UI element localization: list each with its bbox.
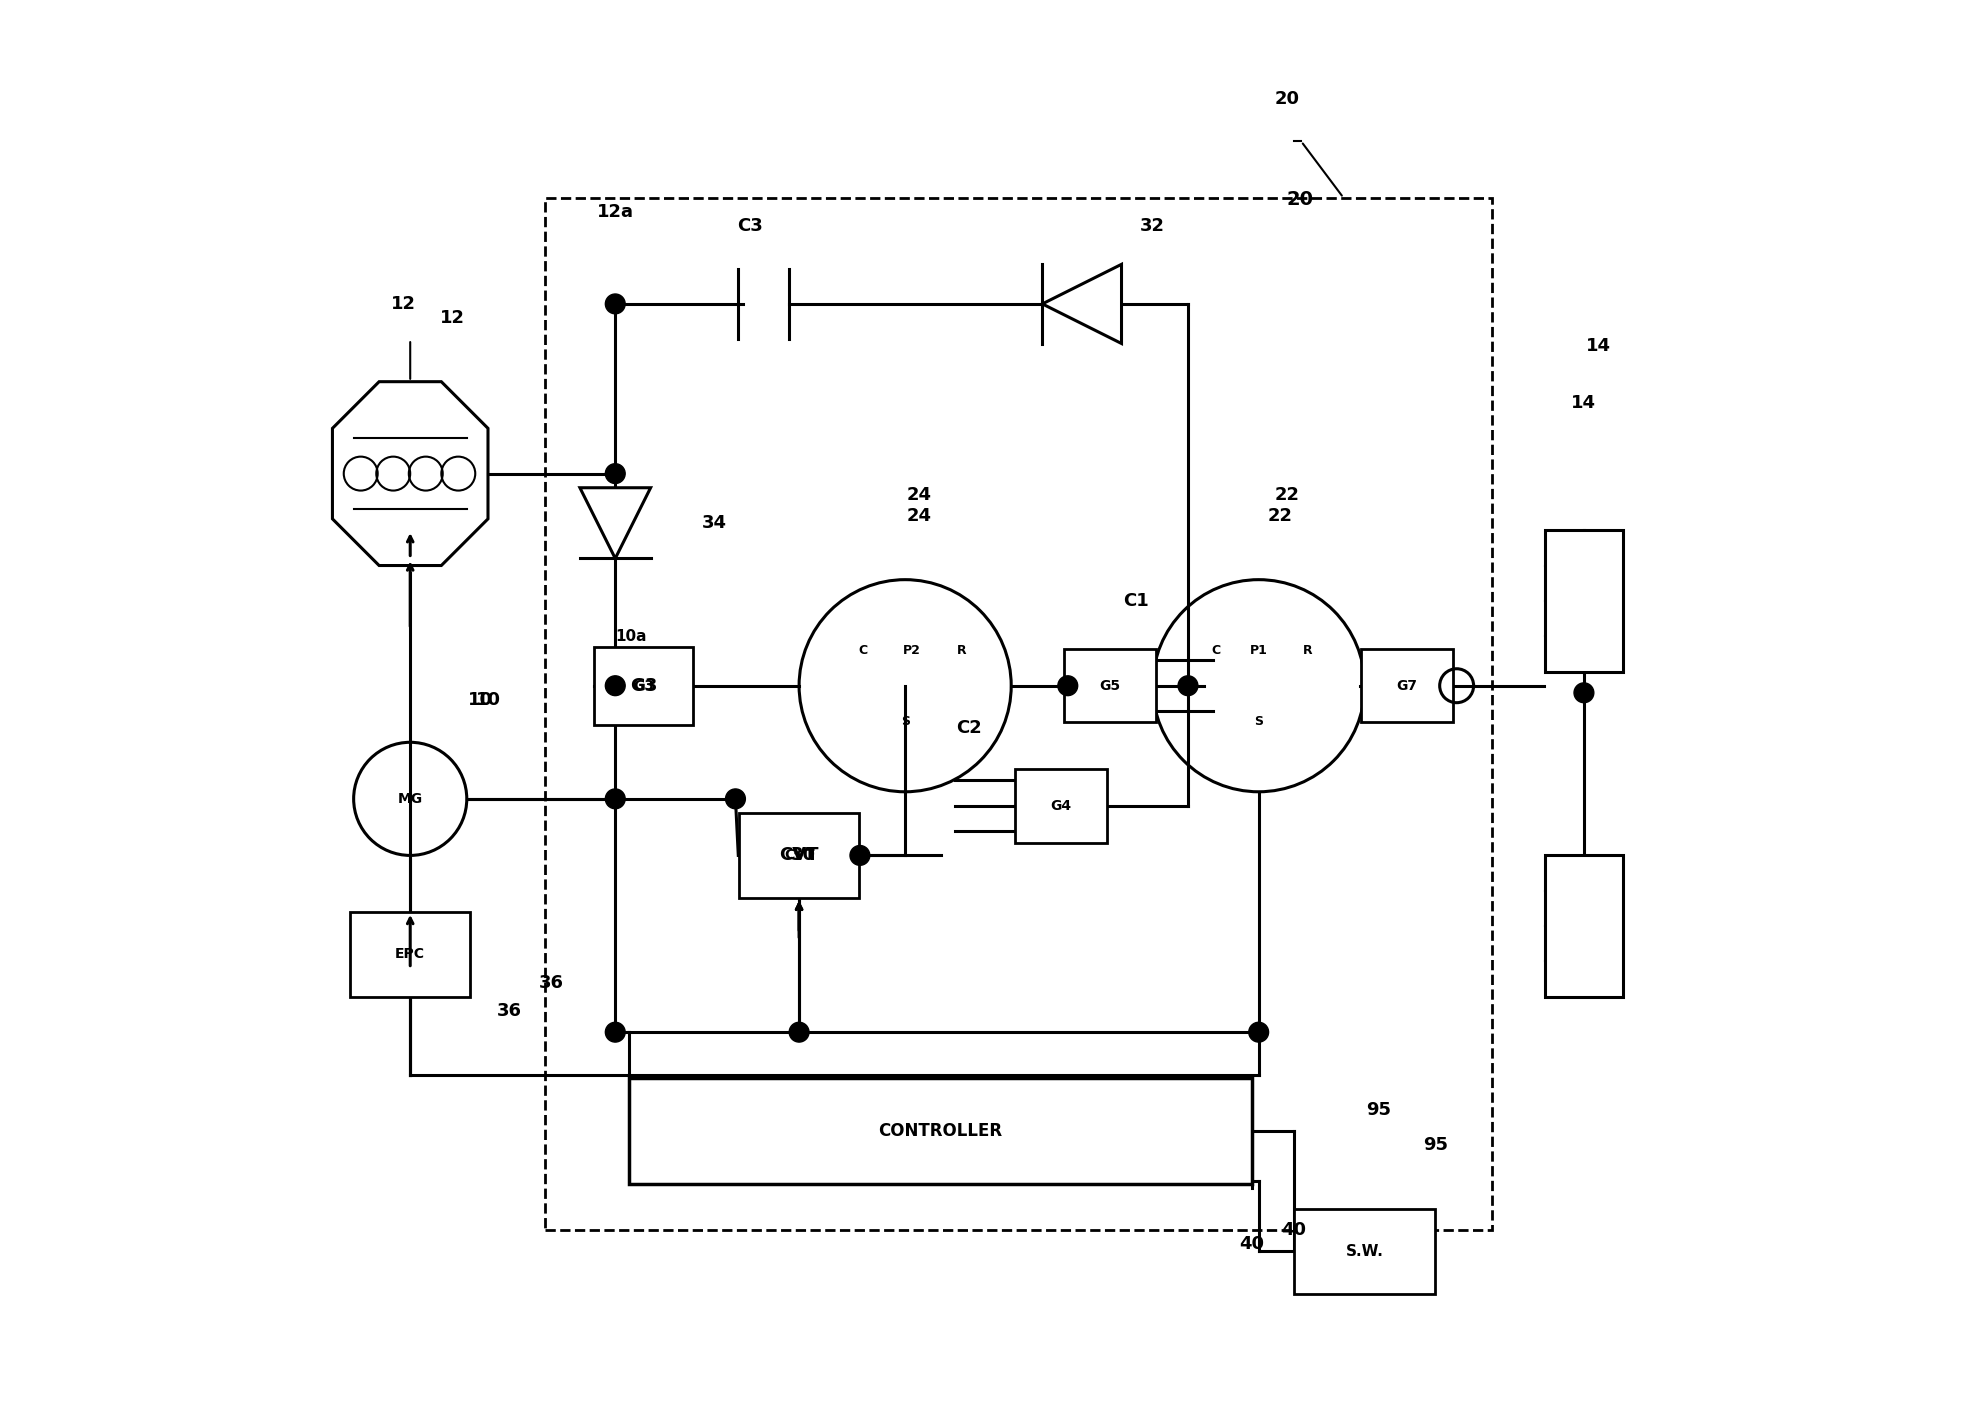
FancyBboxPatch shape (630, 1078, 1251, 1184)
Text: 20: 20 (1275, 90, 1299, 109)
Text: 24: 24 (907, 486, 933, 504)
Circle shape (606, 294, 626, 314)
Circle shape (1057, 675, 1077, 695)
Circle shape (1574, 683, 1594, 703)
Text: C1: C1 (1123, 591, 1148, 610)
Text: EPC: EPC (396, 947, 426, 961)
Bar (1295, 1210, 1436, 1294)
Text: 10a: 10a (616, 628, 647, 644)
Text: 22: 22 (1275, 486, 1299, 504)
FancyBboxPatch shape (1014, 770, 1107, 843)
Text: C3: C3 (737, 217, 762, 236)
Text: 10: 10 (475, 691, 501, 708)
Text: 32: 32 (1140, 217, 1164, 236)
FancyBboxPatch shape (1360, 648, 1453, 723)
Text: G3: G3 (634, 678, 653, 693)
Circle shape (606, 464, 626, 484)
Circle shape (606, 1022, 626, 1042)
Text: 14: 14 (1586, 337, 1610, 356)
Circle shape (606, 788, 626, 808)
Text: 12: 12 (390, 296, 416, 313)
Text: 36: 36 (497, 1002, 521, 1020)
Text: 95: 95 (1424, 1137, 1447, 1154)
FancyBboxPatch shape (350, 912, 471, 997)
Bar (1544, 530, 1624, 671)
Text: S: S (1253, 714, 1263, 728)
Text: G7: G7 (1396, 678, 1418, 693)
Bar (1544, 855, 1624, 997)
Text: 14: 14 (1572, 394, 1596, 411)
Circle shape (849, 845, 869, 865)
FancyBboxPatch shape (1063, 648, 1156, 723)
Text: 40: 40 (1239, 1235, 1263, 1254)
Text: R: R (1303, 644, 1313, 657)
Text: G3: G3 (630, 677, 657, 694)
Text: R: R (956, 644, 966, 657)
Text: 95: 95 (1366, 1101, 1392, 1120)
Text: 10: 10 (469, 691, 493, 708)
Text: 34: 34 (701, 514, 727, 533)
Text: CVT: CVT (780, 847, 820, 864)
Text: G5: G5 (1099, 678, 1121, 693)
Circle shape (790, 1022, 810, 1042)
Circle shape (606, 675, 626, 695)
Text: S: S (901, 714, 909, 728)
FancyBboxPatch shape (594, 647, 693, 724)
Circle shape (1249, 1022, 1269, 1042)
Circle shape (1178, 675, 1198, 695)
Text: CVT: CVT (784, 848, 814, 863)
Text: 40: 40 (1281, 1221, 1307, 1240)
Text: 12a: 12a (596, 203, 634, 221)
Text: 30: 30 (790, 847, 816, 864)
Text: MG: MG (398, 793, 424, 805)
Text: 20: 20 (1287, 190, 1315, 208)
Text: 22: 22 (1267, 507, 1293, 526)
Text: 36: 36 (539, 974, 564, 991)
FancyBboxPatch shape (544, 198, 1493, 1230)
Text: G4: G4 (1049, 798, 1071, 813)
FancyBboxPatch shape (739, 813, 859, 898)
Text: S.W.: S.W. (1346, 1244, 1384, 1259)
Text: 12: 12 (440, 308, 465, 327)
Text: 24: 24 (907, 507, 933, 526)
Circle shape (725, 788, 744, 808)
Text: P2: P2 (903, 644, 921, 657)
Text: C: C (1212, 644, 1222, 657)
Text: C: C (857, 644, 867, 657)
Text: P1: P1 (1249, 644, 1267, 657)
Text: C2: C2 (956, 720, 982, 737)
Text: CONTROLLER: CONTROLLER (879, 1122, 1002, 1140)
